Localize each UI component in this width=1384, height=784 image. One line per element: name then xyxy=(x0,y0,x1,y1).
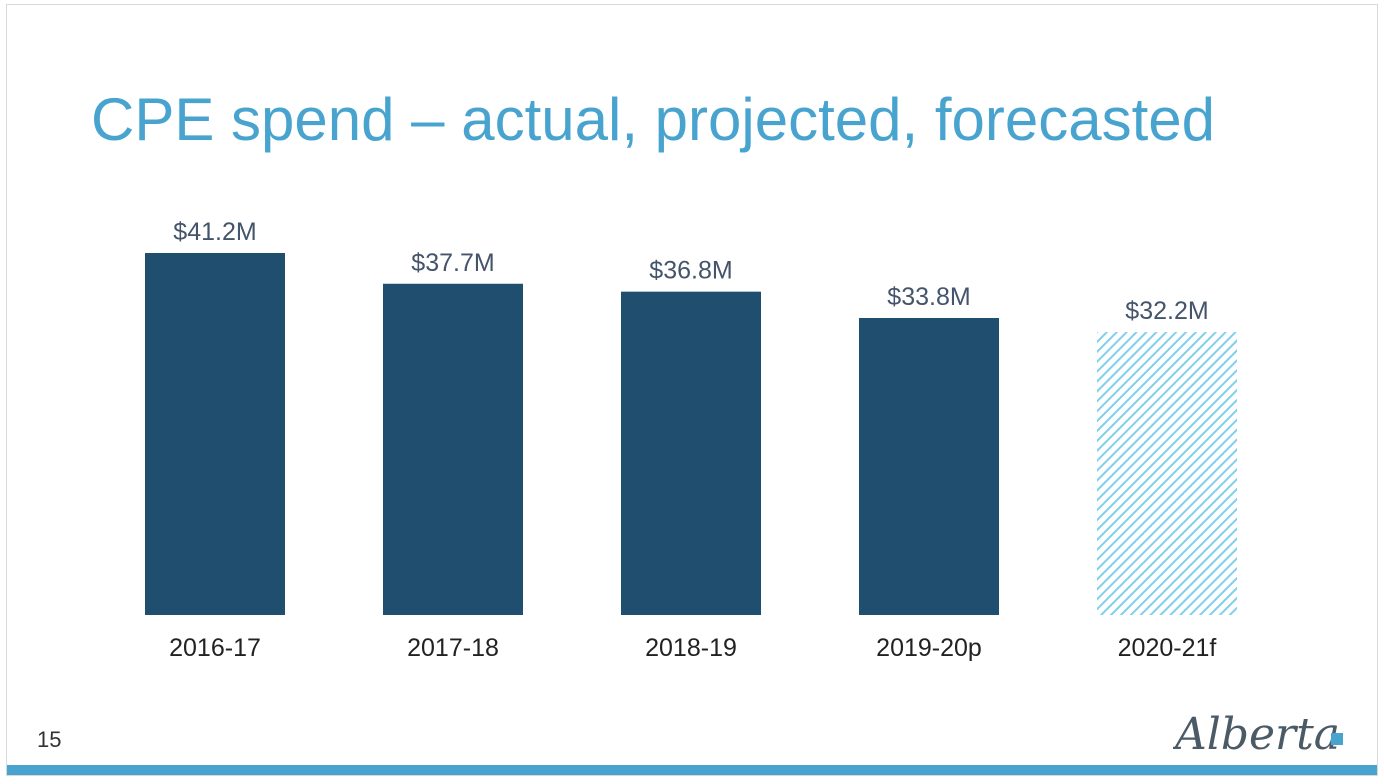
alberta-logo: Alberta xyxy=(1173,709,1343,760)
bar-chart: $41.2M$37.7M $36.8M$33.8M$32.2M 2016-17 20… xyxy=(145,218,1237,662)
value-label-2017-18: $37.7M xyxy=(411,249,494,277)
category-labels-group: 2016-17 2017-18 2018-19 2019-20p 2020-21f xyxy=(169,634,1216,662)
bar-2016-17 xyxy=(145,253,285,615)
bar-2019-20p xyxy=(859,318,999,615)
category-label-2016-17: 2016-17 xyxy=(169,634,261,662)
category-label-2017-18: 2017-18 xyxy=(407,634,499,662)
category-label-2020-21f: 2020-21f xyxy=(1118,634,1217,662)
value-label-2020-21f: $32.2M xyxy=(1125,297,1208,325)
slide: CPE spend – actual, projected, forecaste… xyxy=(6,4,1378,776)
value-label-2019-20p: $33.8M xyxy=(887,283,970,311)
value-label-2018-19: $36.8M xyxy=(649,257,732,285)
value-labels-group: $41.2M $37.7M $36.8M $33.8M $32.2M xyxy=(173,218,1208,325)
category-label-2019-20p: 2019-20p xyxy=(876,634,982,662)
bar-2020-21f xyxy=(1097,332,1237,615)
alberta-logo-wordmark: Alberta xyxy=(1173,709,1340,760)
slide-title: CPE spend – actual, projected, forecaste… xyxy=(91,86,1216,153)
value-label-2016-17: $41.2M xyxy=(173,218,256,246)
bar-2018-19 xyxy=(621,291,761,615)
alberta-logo-square xyxy=(1331,733,1343,745)
category-label-2018-19: 2018-19 xyxy=(645,634,737,662)
bars-group xyxy=(145,253,1237,615)
page-number: 15 xyxy=(37,727,62,752)
bar-2017-18 xyxy=(383,283,523,615)
footer-band xyxy=(7,765,1377,775)
